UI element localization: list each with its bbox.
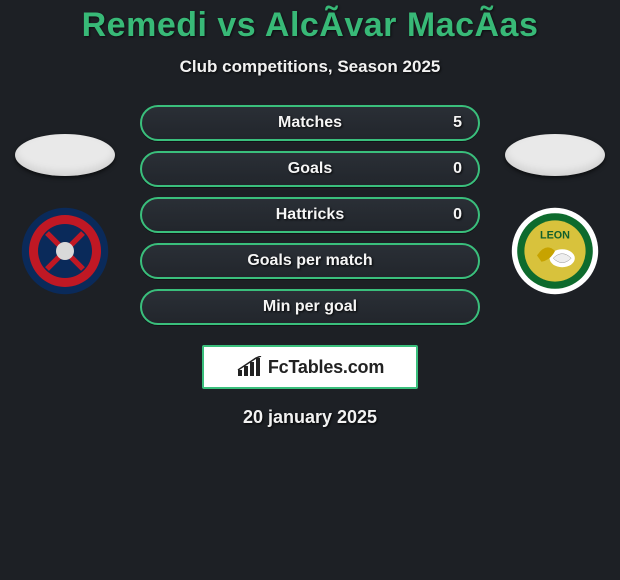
stat-row-matches: Matches 5 bbox=[140, 105, 480, 141]
left-club-badge bbox=[20, 206, 110, 296]
stat-row-min-per-goal: Min per goal bbox=[140, 289, 480, 325]
stat-right-value: 0 bbox=[453, 206, 462, 224]
page-title: Remedi vs AlcÃ­var MacÃ­as bbox=[0, 6, 620, 45]
stat-label: Goals bbox=[288, 160, 332, 178]
left-club-badge-icon bbox=[20, 206, 110, 296]
stat-row-goals: Goals 0 bbox=[140, 151, 480, 187]
brand-text: FcTables.com bbox=[268, 357, 384, 378]
stat-label: Matches bbox=[278, 114, 342, 132]
stat-label: Goals per match bbox=[247, 252, 372, 270]
stats-list: Matches 5 Goals 0 Hattricks 0 Goals per … bbox=[140, 105, 480, 325]
brand-box[interactable]: FcTables.com bbox=[202, 345, 418, 389]
date-label: 20 january 2025 bbox=[243, 407, 377, 428]
stat-label: Min per goal bbox=[263, 298, 357, 316]
bar-chart-icon bbox=[236, 356, 262, 378]
right-club-badge: LEON bbox=[510, 206, 600, 296]
stat-row-hattricks: Hattricks 0 bbox=[140, 197, 480, 233]
stat-right-value: 5 bbox=[453, 114, 462, 132]
svg-text:LEON: LEON bbox=[540, 229, 570, 241]
left-player-column bbox=[10, 134, 120, 296]
stat-right-value: 0 bbox=[453, 160, 462, 178]
left-player-avatar-placeholder bbox=[15, 134, 115, 176]
subtitle: Club competitions, Season 2025 bbox=[0, 57, 620, 77]
right-player-column: LEON bbox=[500, 134, 610, 296]
stat-label: Hattricks bbox=[276, 206, 344, 224]
stat-row-goals-per-match: Goals per match bbox=[140, 243, 480, 279]
right-club-badge-icon: LEON bbox=[510, 206, 600, 296]
right-player-avatar-placeholder bbox=[505, 134, 605, 176]
